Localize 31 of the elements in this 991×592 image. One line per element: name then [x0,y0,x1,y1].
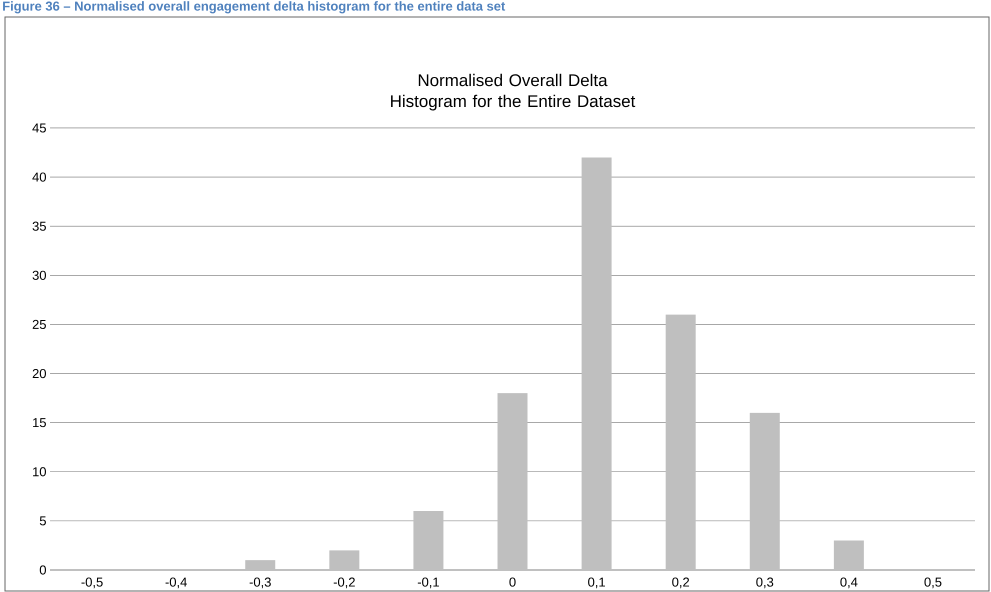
y-tick-label: 35 [32,222,46,231]
x-tick-label: 0,3 [756,578,774,588]
x-tick-label: 0,1 [588,578,605,588]
bar [666,314,696,570]
x-tick-label: 0,2 [672,578,690,588]
bar [245,560,276,570]
bar [582,157,612,570]
y-tick-label: 30 [32,270,46,280]
bar [834,540,864,570]
bar [329,550,360,570]
x-tick-label: 0,4 [840,578,858,588]
y-tick-label: 10 [33,467,46,476]
bar [498,393,528,570]
y-tick-label: 20 [32,368,46,378]
bar [750,412,780,570]
bar [413,511,444,570]
y-tick-label: 25 [32,320,46,330]
x-tick-label: -0,5 [81,578,103,588]
y-tick-label: 5 [40,516,46,526]
y-tick-label: 15 [33,418,46,428]
y-tick-label: 45 [32,123,46,132]
y-tick-label: 0 [40,565,46,575]
x-tick-label: -0,2 [334,578,355,588]
chart-title: Normalised Overall Delta Histogram for the Entire Dataset [391,74,636,110]
caption: Figure 36 – Normalised overall engagement delta histogram for the entire data set [3,1,506,14]
y-tick-label: 40 [32,172,46,182]
x-tick-label: 0,5 [924,578,942,588]
x-tick-label: -0,1 [418,578,439,588]
x-tick-label: -0,4 [166,578,187,588]
x-tick-label: 0 [509,578,516,587]
x-tick-label: -0,3 [250,578,271,588]
